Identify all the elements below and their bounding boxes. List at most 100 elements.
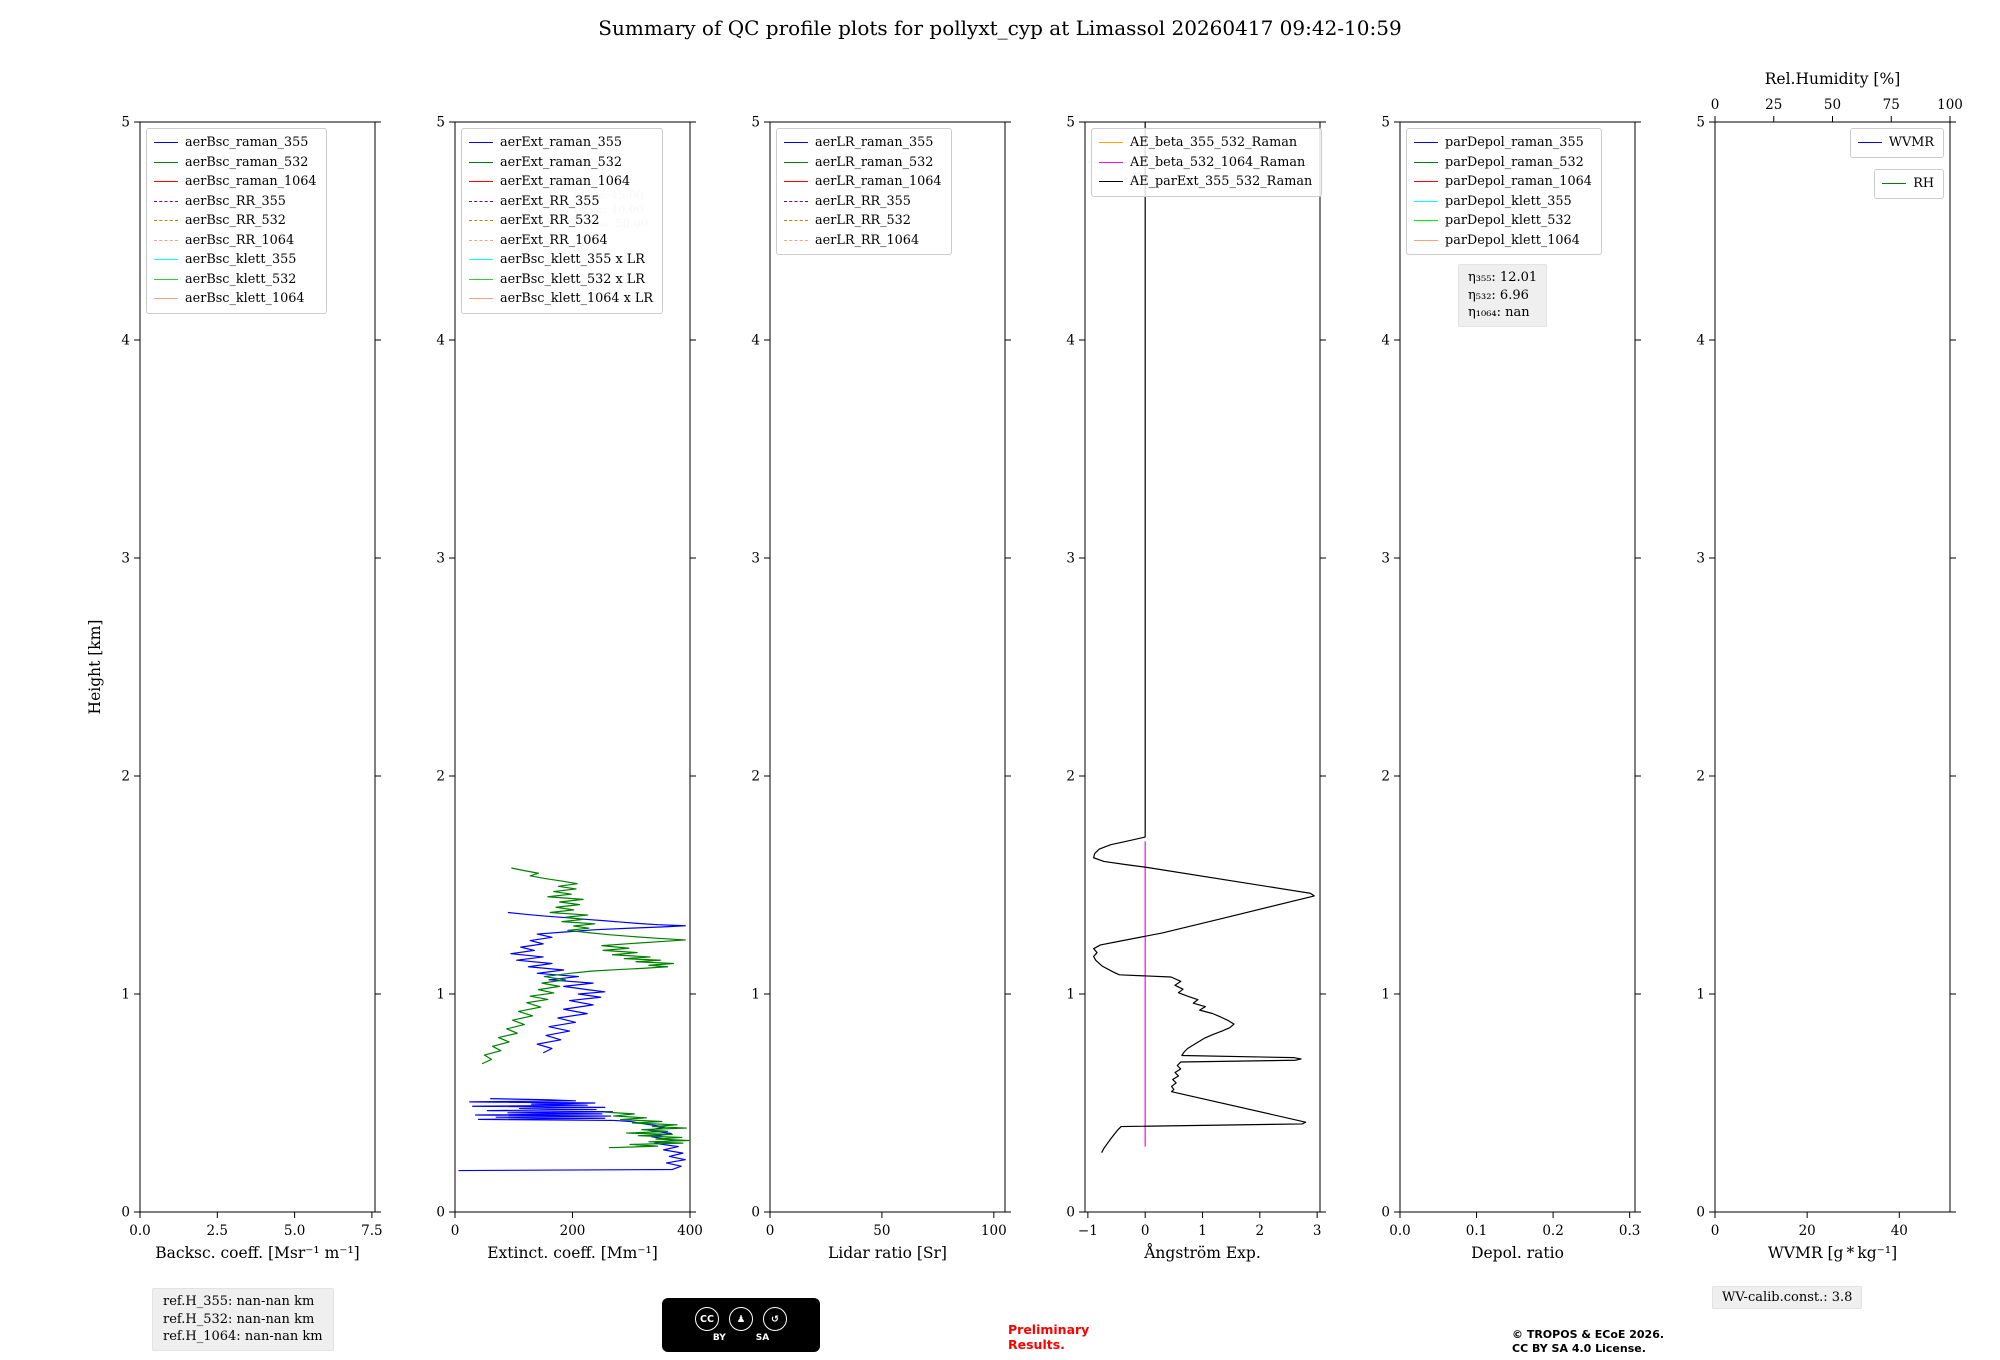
ref-height-532: ref.H_532: nan-nan km [163, 1311, 315, 1327]
legend-extinction: aerExt_raman_355 aerExt_raman_532 aerExt_r… [461, 128, 664, 314]
legend-line-swatch [1099, 161, 1123, 163]
legend-entry: aerExt_raman_1064 [469, 172, 653, 192]
y-tick-label: 4 [121, 333, 130, 349]
x-tick-label: 400 [677, 1223, 703, 1239]
x-tick-label: 0 [451, 1223, 460, 1239]
y-tick-label: 2 [1381, 769, 1390, 785]
top-tick-label: 75 [1883, 97, 1900, 113]
legend-line-swatch [469, 181, 493, 183]
legend-entry: aerBsc_klett_355 [154, 250, 317, 270]
legend-entry: aerExt_raman_532 [469, 153, 653, 173]
legend-line-swatch [469, 278, 493, 280]
x-tick-label: 0.2 [1542, 1223, 1563, 1239]
legend-entry-label: aerBsc_klett_532 x LR [500, 271, 645, 287]
x-tick-label: 0 [1141, 1223, 1150, 1239]
preliminary-line-1: Preliminary [1008, 1322, 1090, 1337]
y-tick-label: 4 [436, 333, 445, 349]
x-axis-label-lidar-ratio: Lidar ratio [Sr] [828, 1244, 947, 1262]
y-tick-label: 3 [751, 551, 760, 567]
extinction-plot: 0 1 2 3 4 5 0 200 400 [436, 115, 702, 1240]
y-tick-label: 0 [121, 1205, 130, 1221]
annotation-line: η₃₅₅: 12.01 [1468, 270, 1538, 285]
y-tick-label: 0 [1066, 1205, 1075, 1221]
legend-line-swatch [1857, 142, 1882, 144]
legend-entry-label: aerExt_RR_532 [500, 213, 600, 229]
y-tick-label: 3 [121, 551, 130, 567]
x-tick-label: 100 [981, 1223, 1007, 1239]
legend-entry: aerBsc_RR_532 [154, 211, 317, 231]
legend-entry-label: aerExt_raman_1064 [500, 174, 631, 190]
x-tick-label: 0.0 [1389, 1223, 1410, 1239]
legend-entry: aerExt_RR_1064 [469, 231, 653, 251]
legend-entry: aerLR_RR_1064 [784, 231, 942, 251]
legend-line-swatch [1414, 200, 1438, 202]
x-tick-label: 5.0 [284, 1223, 305, 1239]
legend-line-swatch [1882, 183, 1907, 185]
legend-line-swatch [469, 220, 493, 222]
legend-entry-label: RH [1913, 176, 1934, 192]
y-tick-label: 4 [1066, 333, 1075, 349]
copyright-line-1: © TROPOS & ECoE 2026. [1512, 1328, 1665, 1341]
legend-entry: aerBsc_RR_1064 [154, 231, 317, 251]
x-tick-label: 3 [1313, 1223, 1322, 1239]
legend-entry-label: AE_beta_355_532_Raman [1130, 135, 1298, 151]
legend-entry-label: aerLR_RR_1064 [815, 232, 920, 248]
annotation-line: η₁₀₆₄: nan [1468, 305, 1530, 320]
legend-entry: parDepol_raman_355 [1414, 133, 1592, 153]
series-aerExt_raman_532 [481, 867, 686, 1065]
x-tick-label: 50 [873, 1223, 890, 1239]
legend-entry: aerExt_RR_532 [469, 211, 653, 231]
cc-license-badge: CC ♟ ↺ BY SA [662, 1298, 820, 1352]
eta-annotation-box: η₃₅₅: 12.01 η₅₃₂: 6.96 η₁₀₆₄: nan [1458, 264, 1548, 327]
legend-entry-label: aerBsc_RR_355 [185, 193, 286, 209]
legend-entry-label: AE_parExt_355_532_Raman [1130, 174, 1313, 190]
x-tick-label: 0.1 [1466, 1223, 1487, 1239]
y-tick-label: 5 [121, 115, 130, 131]
legend-entry: aerBsc_raman_1064 [154, 172, 317, 192]
legend-line-swatch [469, 298, 493, 300]
reference-height-box: ref.H_355: nan-nan km ref.H_532: nan-nan… [152, 1288, 334, 1351]
copyright-note: © TROPOS & ECoE 2026. CC BY SA 4.0 Licen… [1512, 1328, 1664, 1355]
x-tick-label: 0 [766, 1223, 775, 1239]
cc-sa-label: SA [755, 1333, 770, 1343]
legend-line-swatch [469, 239, 493, 241]
cc-by-label: BY [712, 1333, 726, 1343]
x-tick-label: 40 [1891, 1223, 1908, 1239]
legend-wvmr-1: RH [1874, 169, 1944, 199]
legend-line-swatch [154, 161, 178, 163]
y-tick-label: 5 [436, 115, 445, 131]
y-tick-label: 3 [1381, 551, 1390, 567]
x-tick-label: 0.0 [129, 1223, 150, 1239]
legend-entry-label: aerBsc_klett_355 x LR [500, 252, 645, 268]
y-tick-label: 0 [436, 1205, 445, 1221]
legend-entry-label: aerBsc_klett_1064 x LR [500, 291, 654, 307]
figure-title: Summary of QC profile plots for pollyxt_… [598, 16, 1402, 40]
legend-entry-label: AE_beta_532_1064_Raman [1130, 154, 1306, 170]
legend-entry: aerBsc_klett_1064 [154, 289, 317, 309]
series-aerExt_raman_355 [507, 911, 686, 1054]
legend-entry: aerLR_raman_1064 [784, 172, 942, 192]
legend-entry: aerBsc_raman_355 [154, 133, 317, 153]
y-tick-label: 4 [1381, 333, 1390, 349]
legend-line-swatch [469, 200, 493, 202]
cc-badge-labels: BY SA [713, 1333, 769, 1343]
legend-entry-label: aerExt_RR_1064 [500, 232, 608, 248]
y-tick-label: 5 [1696, 115, 1705, 131]
top-axis-label: Rel.Humidity [%] [1765, 70, 1901, 88]
legend-line-swatch [154, 181, 178, 183]
legend-entry-label: aerBsc_raman_1064 [185, 174, 317, 190]
legend-entry-label: aerExt_RR_355 [500, 193, 600, 209]
x-axis-label-backscatter: Backsc. coeff. [Msr⁻¹ m⁻¹] [155, 1244, 360, 1262]
legend-entry-label: aerLR_RR_532 [815, 213, 911, 229]
legend-entry: aerBsc_klett_1064 x LR [469, 289, 653, 309]
cc-icon: CC [695, 1307, 719, 1331]
y-tick-label: 3 [1696, 551, 1705, 567]
legend-entry: parDepol_klett_1064 [1414, 231, 1592, 251]
legend-entry: aerBsc_raman_532 [154, 153, 317, 173]
legend-entry: parDepol_klett_532 [1414, 211, 1592, 231]
legend-entry-label: aerBsc_raman_355 [185, 135, 309, 151]
by-person-icon: ♟ [729, 1307, 753, 1331]
cc-badge-icons: CC ♟ ↺ [695, 1307, 787, 1331]
y-tick-label: 1 [121, 987, 130, 1003]
